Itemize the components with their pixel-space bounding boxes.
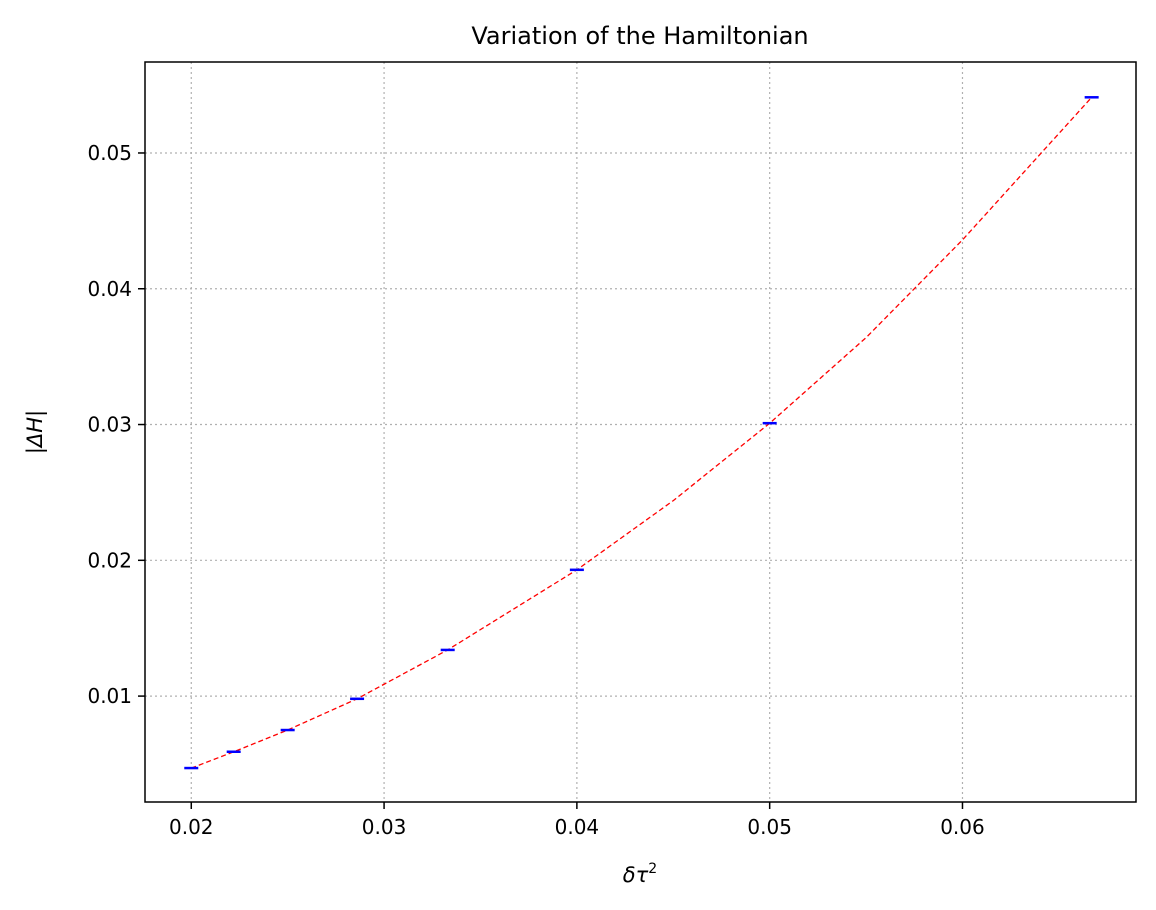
y-tick-label: 0.05	[87, 141, 132, 165]
chart-title: Variation of the Hamiltonian	[471, 22, 808, 50]
y-tick-label: 0.04	[87, 277, 132, 301]
x-tick-label: 0.05	[747, 815, 792, 839]
y-tick-label: 0.03	[87, 413, 132, 437]
y-axis-label: |ΔH|	[23, 410, 48, 454]
fit-line-layer	[191, 96, 1093, 769]
y-tick-label: 0.01	[87, 684, 132, 708]
x-tick-label: 0.03	[362, 815, 407, 839]
plot-frame	[144, 61, 1137, 803]
x-axis-label: δτ2	[623, 861, 657, 887]
x-tick-label: 0.02	[169, 815, 214, 839]
grid-lines	[145, 62, 1136, 802]
data-points-layer	[184, 96, 1099, 770]
x-tick-label: 0.04	[555, 815, 600, 839]
x-axis: 0.02 0.03 0.04 0.05 0.06	[169, 802, 985, 839]
y-tick-label: 0.02	[87, 548, 132, 572]
x-tick-label: 0.06	[940, 815, 985, 839]
y-axis: 0.01 0.02 0.03 0.04 0.05	[87, 141, 145, 708]
fit-curve	[191, 96, 1093, 769]
